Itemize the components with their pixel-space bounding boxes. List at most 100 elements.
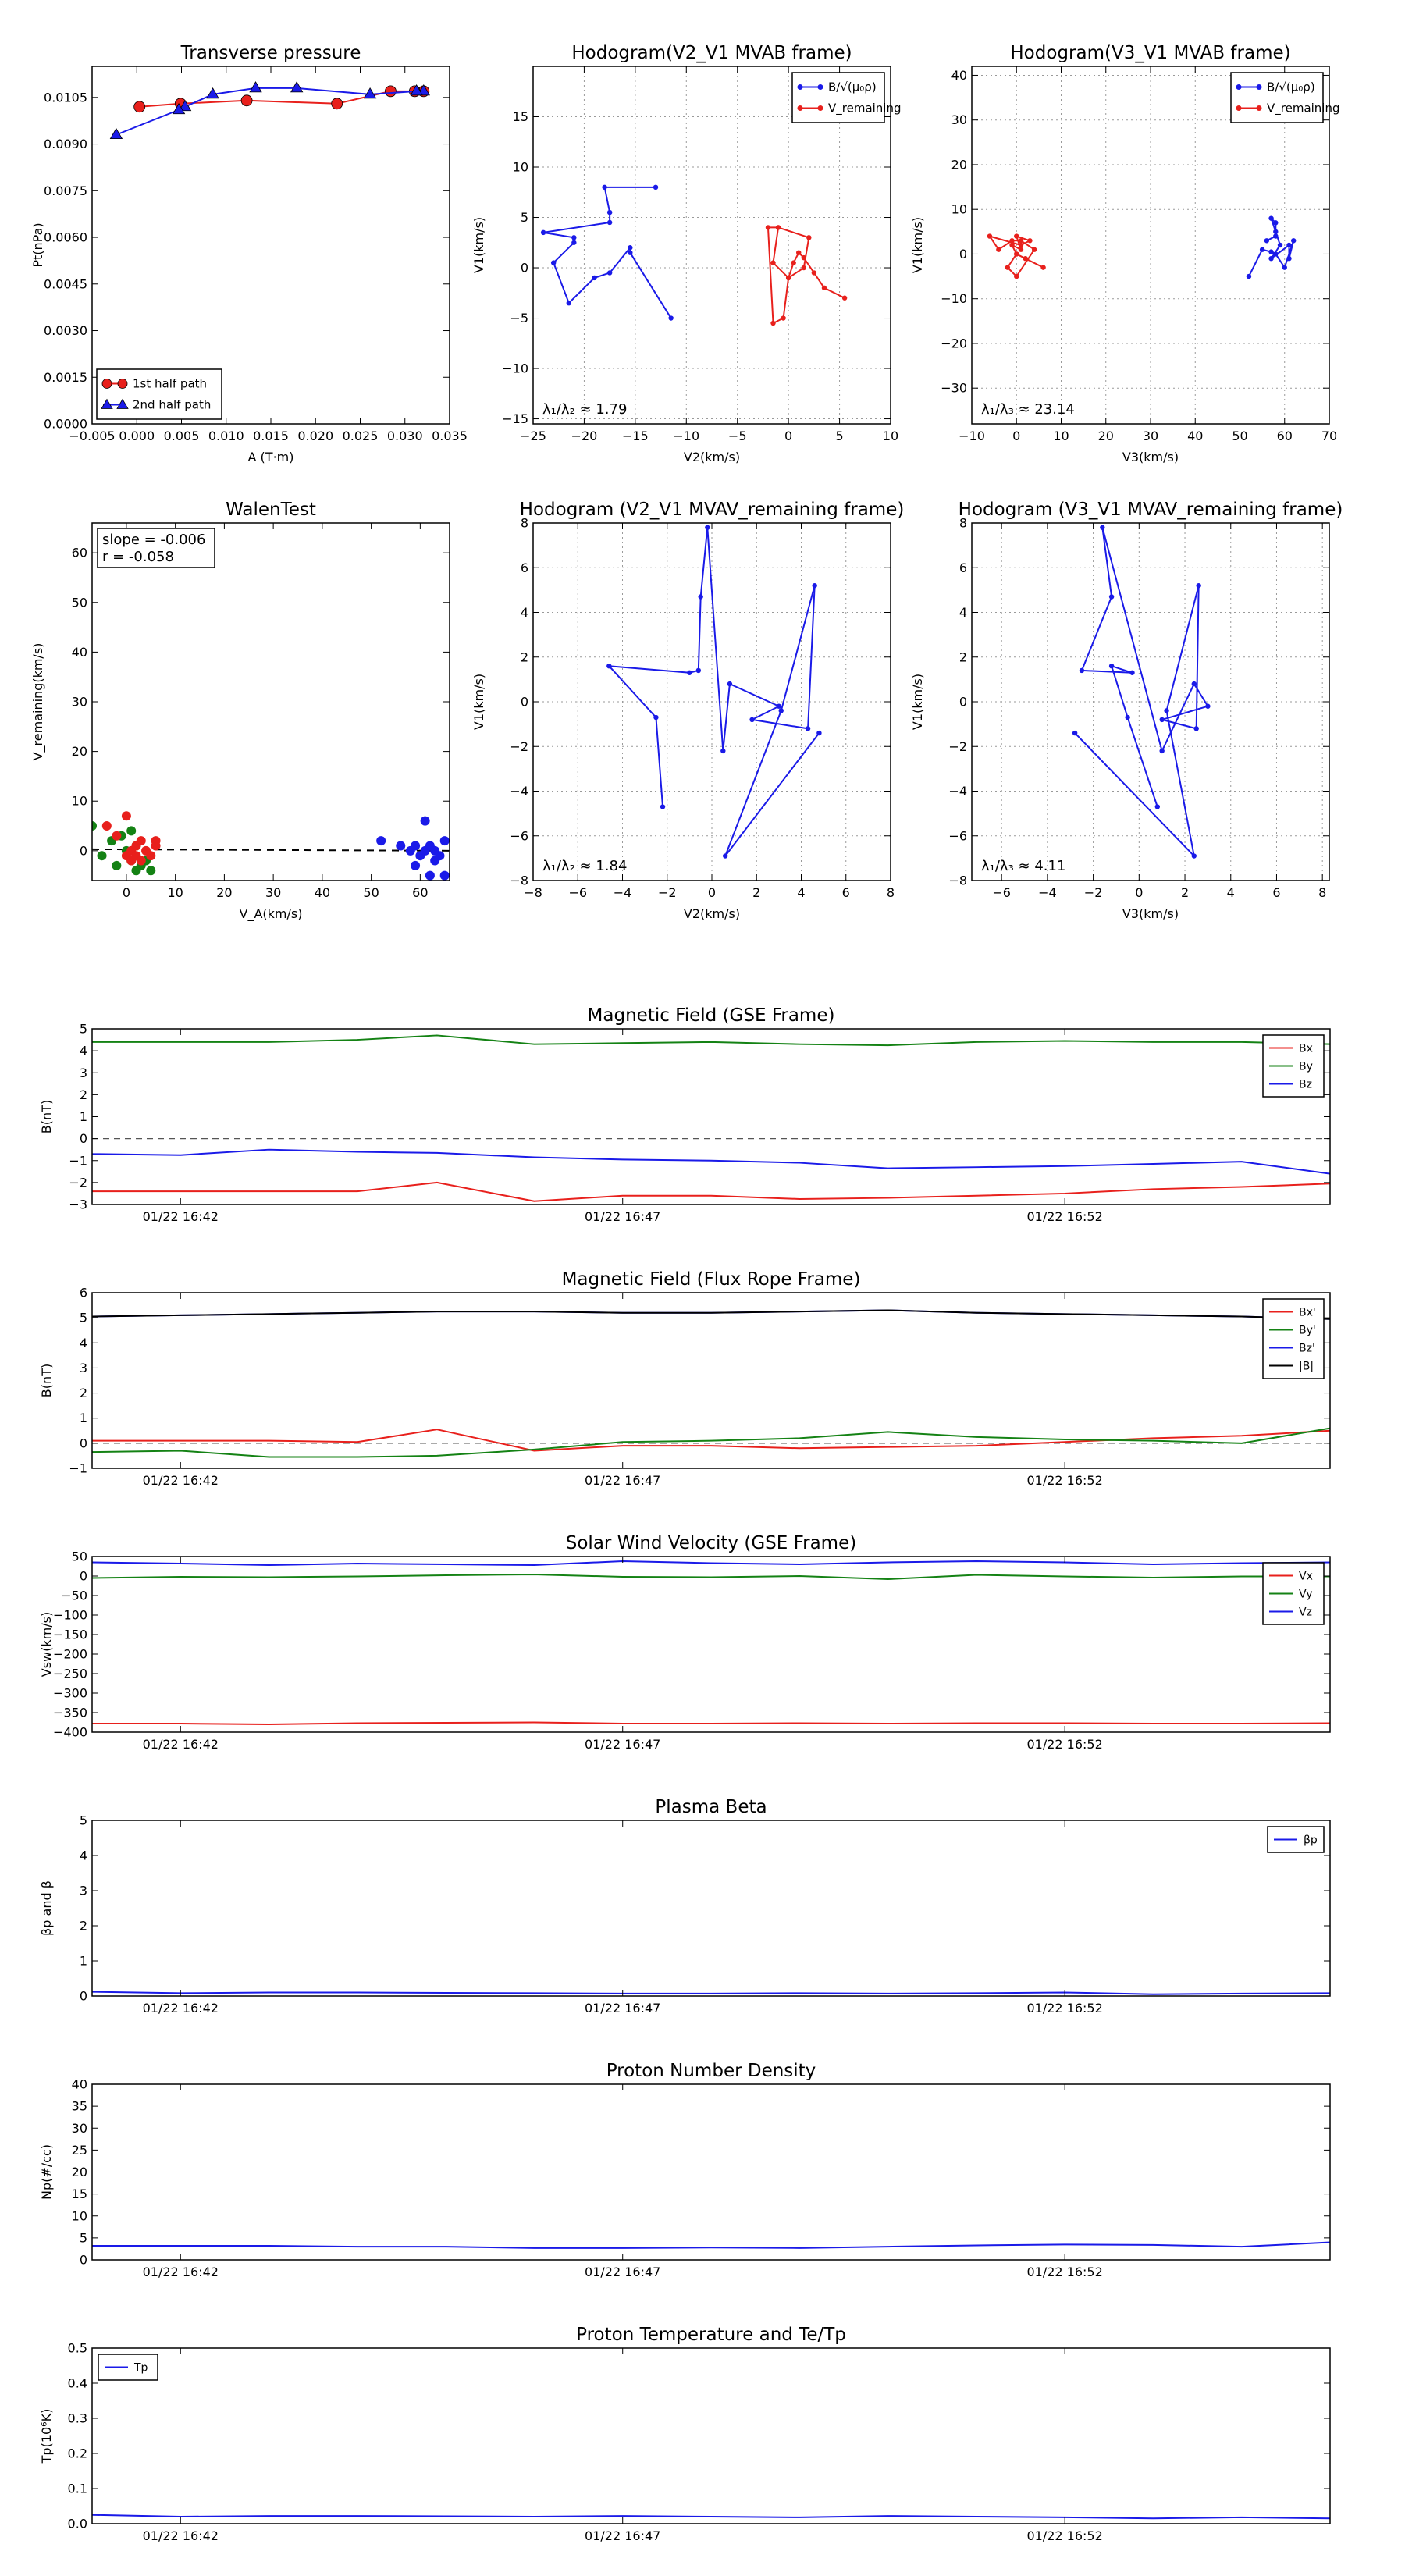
chart-title: Magnetic Field (Flux Rope Frame) [562, 1269, 861, 1290]
x-tick-label: 01/22 16:47 [585, 2001, 660, 2016]
series-line-0 [608, 526, 820, 857]
y-axis-label: V1(km/s) [910, 217, 925, 273]
series-line-3 [92, 1309, 1330, 1320]
panel-walen_test: 0 10 20 30 40 50 60 0 10 20 30 40 50 60 WalenTest V_A(k… [30, 500, 450, 922]
x-tick-label: 0.025 [343, 429, 379, 443]
x-tick-label: 0 [1135, 885, 1143, 900]
y-axis-label: βp and β [39, 1880, 54, 1936]
data-point [1268, 215, 1274, 221]
data-point [816, 730, 822, 736]
data-point [628, 250, 633, 255]
data-point [411, 860, 421, 870]
y-tick-label: −400 [53, 1725, 87, 1740]
y-tick-label: −4 [510, 784, 528, 799]
x-tick-label: 01/22 16:52 [1026, 1209, 1102, 1224]
data-point [1159, 717, 1165, 723]
y-tick-label: −8 [510, 873, 528, 888]
y-tick-label: 50 [72, 595, 87, 610]
data-point [112, 831, 122, 841]
data-point [668, 315, 674, 321]
y-tick-label: 0.0 [68, 2517, 87, 2532]
data-point [1286, 255, 1292, 262]
data-point [1264, 238, 1270, 244]
x-tick-label: 01/22 16:42 [143, 1209, 219, 1224]
y-tick-label: −20 [941, 336, 967, 350]
panel-hodo_v2v1_mvab: −25 −20 −15 −10 −5 0 5 10 −15 −10 −5 0 5 10 15 Hodogram… [471, 43, 902, 464]
x-tick-label: −5 [728, 429, 747, 443]
data-point [695, 667, 702, 674]
x-tick-label: 0 [708, 885, 716, 900]
data-point [1273, 229, 1279, 235]
data-point [811, 270, 817, 276]
series-line-0 [92, 1181, 1330, 1202]
y-tick-label: 0.0090 [44, 137, 87, 151]
legend-label: By' [1299, 1325, 1316, 1337]
panel-transverse_pressure: −0.005 0.000 0.005 0.010 0.015 0.020 0.025 0.03… [30, 43, 468, 464]
data-point [1014, 251, 1019, 257]
legend-box [96, 368, 222, 420]
y-tick-label: 0 [959, 247, 967, 262]
data-point [1154, 804, 1161, 809]
annotation-box [97, 528, 215, 568]
y-tick-label: −300 [53, 1686, 87, 1701]
annotation-text: λ₁/λ₂ ≈ 1.84 [542, 858, 627, 874]
data-point [796, 250, 802, 255]
x-tick-label: 01/22 16:42 [143, 2001, 219, 2016]
data-point [240, 94, 253, 107]
x-tick-label: 4 [1227, 885, 1235, 900]
series-line-0 [542, 186, 672, 319]
y-tick-label: 4 [80, 1336, 87, 1350]
chart-title: Hodogram (V3_V1 MVAV_remaining frame) [959, 500, 1343, 520]
x-tick-label: 10 [1053, 429, 1069, 443]
panel-mag_fr: 01/22 16:42 01/22 16:47 01/22 16:52 −1 0 1 2 3 4… [39, 1269, 1331, 1488]
data-group [92, 2241, 1330, 2249]
data-point [785, 275, 791, 281]
legend-label: B/√(μ₀ρ) [828, 80, 877, 94]
data-point [801, 265, 806, 271]
y-tick-label: 20 [72, 2165, 87, 2179]
y-tick-label: 6 [959, 560, 967, 575]
y-tick-label: 6 [521, 560, 528, 575]
x-axis-label: A (T·m) [248, 450, 294, 464]
series-line-0 [92, 1991, 1330, 1995]
data-point [720, 748, 726, 754]
y-tick-label: 0.3 [68, 2411, 87, 2426]
y-tick-label: −30 [941, 381, 967, 396]
data-point [1191, 853, 1197, 859]
x-tick-label: 0.030 [387, 429, 423, 443]
y-tick-label: 0 [80, 1131, 87, 1146]
y-tick-label: −2 [69, 1175, 87, 1190]
x-tick-label: −2 [1084, 885, 1103, 900]
data-point [92, 821, 97, 831]
data-point [1018, 247, 1024, 252]
y-tick-label: 0.0030 [44, 323, 87, 338]
y-tick-label: 0 [80, 1989, 87, 2004]
x-axis-label: V3(km/s) [1122, 906, 1179, 921]
x-tick-label: 10 [883, 429, 898, 443]
panel-mag_gse: 01/22 16:42 01/22 16:47 01/22 16:52 −3 −2 −1 0… [39, 1005, 1331, 1224]
y-tick-label: −100 [53, 1608, 87, 1623]
y-tick-label: 0.1 [68, 2482, 87, 2496]
x-tick-label: 5 [835, 429, 843, 443]
data-point [1273, 251, 1279, 257]
legend-marker [117, 379, 128, 389]
data-point [687, 670, 692, 675]
y-tick-label: −6 [510, 828, 528, 843]
data-point [420, 816, 430, 826]
x-tick-label: −4 [1038, 885, 1057, 900]
y-tick-label: 5 [80, 2230, 87, 2245]
data-point [1100, 525, 1105, 530]
y-axis-label: Pt(nPa) [30, 222, 45, 267]
x-tick-label: 30 [265, 885, 281, 900]
data-point [376, 836, 386, 846]
legend-label: |B| [1299, 1361, 1314, 1373]
y-tick-label: 0 [521, 695, 528, 710]
x-tick-label: 0 [123, 885, 130, 900]
data-point [801, 254, 806, 261]
x-tick-label: 01/22 16:47 [585, 1209, 660, 1224]
y-tick-label: 0.0000 [44, 417, 87, 432]
x-tick-label: −4 [614, 885, 632, 900]
legend-label: By [1299, 1061, 1313, 1073]
plot-frame [91, 522, 450, 881]
